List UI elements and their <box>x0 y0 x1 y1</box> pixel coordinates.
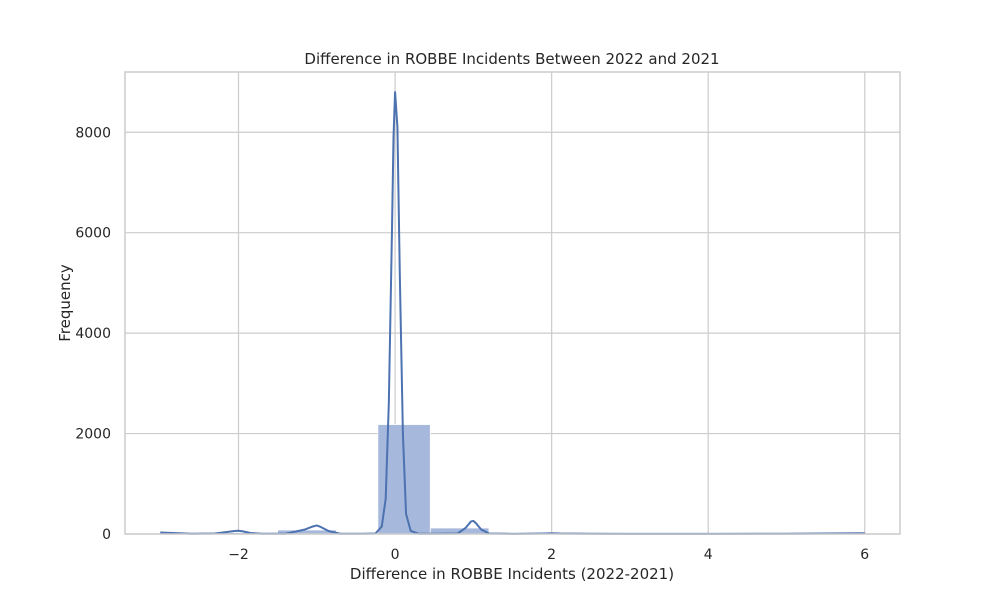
kde-curve <box>160 91 865 535</box>
grid-lines <box>125 72 900 535</box>
plot-frame <box>124 71 901 535</box>
x-tick-label: −2 <box>228 547 249 563</box>
y-tick-label: 8000 <box>75 125 111 141</box>
x-tick-label: 0 <box>391 547 400 563</box>
y-tick-label: 6000 <box>75 226 111 242</box>
y-tick-label: 2000 <box>75 427 111 443</box>
y-axis-label: Frequency <box>56 264 74 342</box>
histogram-bars <box>159 424 866 535</box>
chart-title: Difference in ROBBE Incidents Between 20… <box>304 50 719 68</box>
kde-line <box>160 91 865 535</box>
y-tick-label: 0 <box>102 527 111 543</box>
x-tick-label: 6 <box>860 547 869 563</box>
y-tick-labels: 0 2000 4000 6000 8000 <box>75 125 111 543</box>
x-tick-label: 2 <box>547 547 556 563</box>
y-tick-label: 4000 <box>75 326 111 342</box>
x-tick-label: 4 <box>704 547 713 563</box>
x-tick-labels: −2 0 2 4 6 <box>228 547 869 563</box>
x-axis-label: Difference in ROBBE Incidents (2022-2021… <box>350 565 674 583</box>
